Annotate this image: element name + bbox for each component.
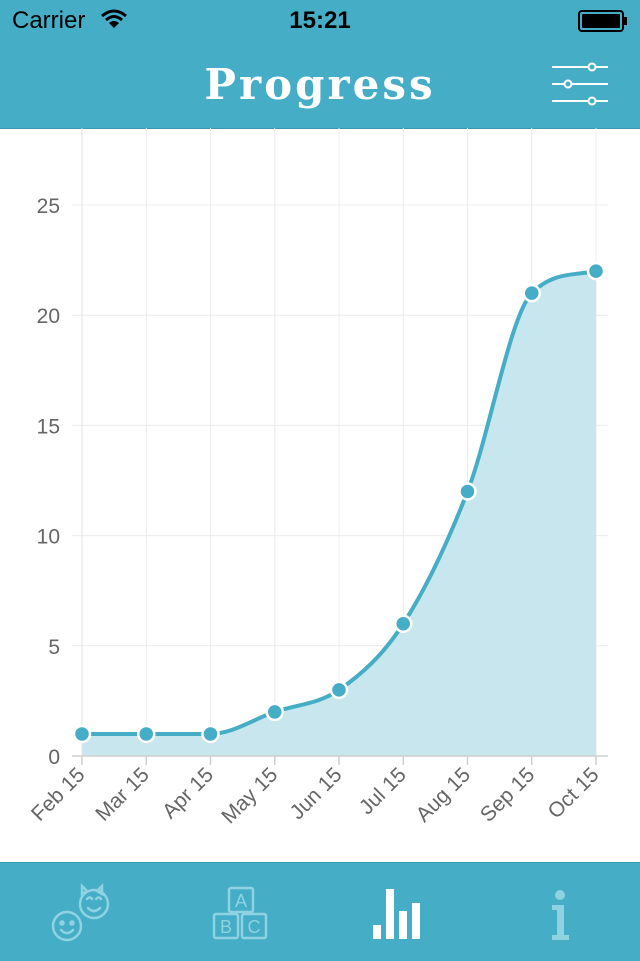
series-line: [81, 269, 597, 736]
data-point: [586, 261, 606, 281]
data-point: [522, 283, 541, 303]
tab-abc[interactable]: A B C: [160, 863, 320, 961]
tab-info[interactable]: [480, 863, 640, 961]
data-point: [265, 702, 284, 722]
progress-chart: 0 5 10 15 20 25 Feb 15 Mar 15 Apr 15 May 15 Jun 15…: [0, 128, 640, 862]
clock: 15:21: [289, 7, 351, 34]
x-tick-label: Feb 15: [27, 763, 90, 826]
x-tick-label: Oct 15: [544, 763, 604, 823]
y-tick-label: 10: [37, 526, 60, 549]
kids-faces-icon: [51, 882, 110, 942]
x-tick-label: May 15: [217, 763, 282, 828]
tab-kids[interactable]: [0, 863, 160, 961]
abc-blocks-icon: A B C: [212, 886, 268, 940]
data-point: [72, 724, 92, 744]
x-tick-label: Jul 15: [355, 763, 411, 819]
carrier-label: Carrier: [12, 7, 86, 34]
y-tick-label: 0: [48, 746, 60, 769]
status-bar: Carrier 15:21: [0, 0, 640, 40]
info-icon: [552, 890, 569, 940]
y-tick-label: 20: [37, 305, 60, 328]
area-fill: [82, 271, 596, 756]
data-point: [329, 680, 349, 700]
x-tick-label: Sep 15: [476, 763, 539, 826]
tab-progress[interactable]: [320, 863, 480, 961]
chart-svg: 0 5 10 15 20 25 Feb 15 Mar 15 Apr 15 May 15 Jun 15…: [27, 128, 608, 828]
svg-text:C: C: [248, 917, 261, 937]
x-tick-label: Apr 15: [158, 763, 218, 823]
x-tick-label: Mar 15: [91, 763, 153, 825]
y-tick-label: 5: [48, 636, 60, 659]
data-point: [458, 482, 477, 501]
bar-chart-icon: [373, 889, 420, 939]
header: Carrier 15:21 Progress: [0, 0, 640, 129]
y-tick-label: 15: [37, 415, 60, 438]
data-point: [394, 614, 413, 634]
x-tick-label: Jun 15: [286, 763, 347, 824]
svg-text:A: A: [235, 891, 247, 911]
tab-bar: A B C: [0, 862, 640, 961]
wifi-icon: [101, 9, 127, 28]
page-title: Progress: [204, 60, 436, 109]
data-point: [137, 724, 156, 744]
data-point: [201, 724, 220, 744]
x-tick-label: Aug 15: [412, 763, 475, 826]
sliders-icon[interactable]: [548, 60, 612, 108]
battery-icon: [578, 10, 627, 32]
y-tick-label: 25: [37, 195, 60, 218]
svg-text:B: B: [220, 917, 232, 937]
